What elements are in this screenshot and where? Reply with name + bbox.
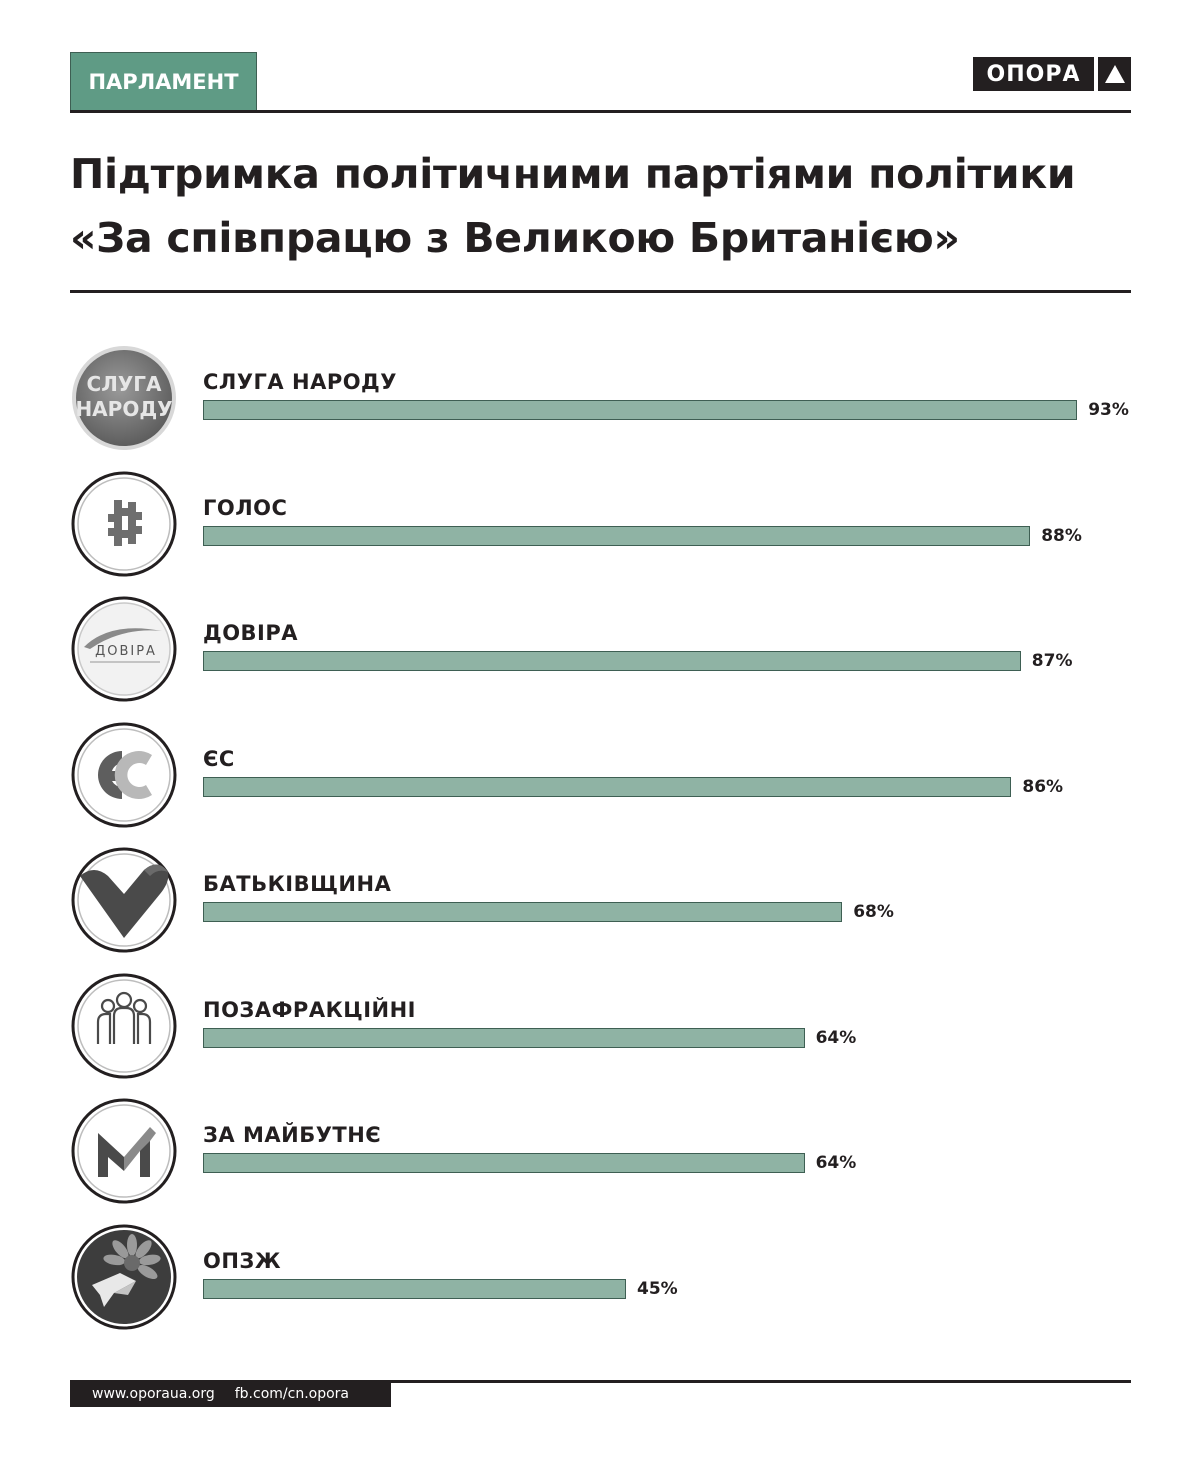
holos-logo-icon — [71, 471, 177, 576]
party-label: БАТЬКІВЩИНА — [203, 872, 392, 896]
opzzh-sunflower-dove-icon — [71, 1224, 177, 1329]
opora-logo: ОПОРА — [973, 57, 1131, 91]
brand-wordmark: ОПОРА — [973, 57, 1094, 91]
value-label: 88% — [1041, 525, 1082, 546]
bar — [203, 1153, 805, 1173]
bar — [203, 776, 1012, 797]
section-tag: ПАРЛАМЕНТ — [70, 52, 257, 112]
value-label: 87% — [1031, 651, 1073, 671]
svg-text:НАРОДУ: НАРОДУ — [75, 397, 172, 421]
za-maibutnie-m-icon — [71, 1098, 177, 1204]
title-line-2: «За співпрацю з Великою Британією» — [70, 214, 960, 262]
party-label: ЗА МАЙБУТНЄ — [203, 1123, 382, 1147]
people-group-icon — [71, 973, 177, 1078]
page-title: Підтримка політичними партіями політики … — [70, 142, 1130, 270]
bar — [203, 525, 1031, 546]
value-label: 45% — [637, 1278, 678, 1299]
svg-text:ДОВІРА: ДОВІРА — [95, 644, 157, 659]
es-logo-icon — [71, 722, 177, 827]
website-link[interactable]: www.oporaua.org — [92, 1385, 215, 1402]
party-label: ГОЛОС — [203, 495, 288, 520]
sluha-narodu-logo-icon: СЛУГА НАРОДУ — [72, 346, 176, 450]
chart-row: СЛУГА НАРОДУ СЛУГА НАРОДУ 93% — [70, 344, 1132, 454]
party-label: ДОВІРА — [203, 621, 299, 645]
party-label: ОПЗЖ — [203, 1248, 282, 1273]
value-label: 64% — [815, 1153, 857, 1173]
party-label: ПОЗАФРАКЦІЙНІ — [203, 997, 416, 1022]
chart-row: ДОВІРА ДОВІРА 87% — [70, 595, 1132, 705]
party-label: ЄС — [203, 746, 235, 771]
party-label: СЛУГА НАРОДУ — [203, 370, 397, 394]
chart-row: ПОЗАФРАКЦІЙНІ 64% — [70, 972, 1132, 1082]
bar — [203, 902, 843, 922]
value-label: 86% — [1022, 776, 1064, 797]
bar — [203, 1027, 805, 1048]
facebook-link[interactable]: fb.com/cn.opora — [234, 1385, 349, 1402]
triangle-icon — [1098, 57, 1131, 91]
chart-row: ЗА МАЙБУТНЄ 64% — [70, 1097, 1132, 1207]
bar — [203, 400, 1078, 420]
header-divider — [70, 110, 1131, 113]
svg-text:СЛУГА: СЛУГА — [87, 372, 162, 396]
dovira-logo-icon: ДОВІРА — [71, 596, 177, 702]
value-label: 68% — [853, 902, 894, 922]
chart-row: БАТЬКІВЩИНА 68% — [70, 846, 1132, 956]
bar — [203, 651, 1021, 671]
title-line-1: Підтримка політичними партіями політики — [70, 150, 1076, 198]
chart-row: ГОЛОС 88% — [70, 470, 1132, 580]
footer-bar: www.oporaua.org fb.com/cn.opora — [70, 1380, 391, 1407]
value-label: 64% — [815, 1027, 857, 1048]
bar — [203, 1278, 626, 1299]
chart-row: ОПЗЖ 45% — [70, 1223, 1132, 1333]
value-label: 93% — [1088, 400, 1129, 420]
footer-divider — [70, 1380, 1131, 1383]
chart-row: ЄС 86% — [70, 721, 1132, 831]
batkivshchyna-heart-icon — [71, 847, 177, 953]
title-divider — [70, 290, 1131, 293]
